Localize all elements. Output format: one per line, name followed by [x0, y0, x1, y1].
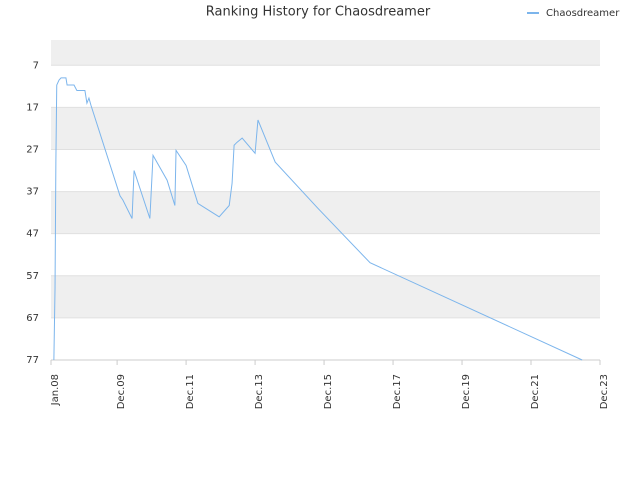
x-tick-label: Dec.23: [599, 374, 610, 409]
chart-title: Ranking History for Chaosdreamer: [206, 5, 431, 20]
x-tick-label: Dec.13: [254, 374, 265, 409]
y-tick-label: 77: [26, 355, 39, 366]
x-tick-label: Dec.09: [116, 374, 127, 409]
band: [51, 40, 600, 66]
line-series: [53, 77, 583, 361]
band: [51, 107, 600, 150]
y-tick-label: 17: [26, 102, 39, 113]
y-tick-label: 37: [26, 187, 39, 198]
band: [51, 233, 600, 276]
x-tick-label: Dec.17: [392, 374, 403, 409]
x-tick-label: Dec.11: [185, 374, 196, 409]
band: [51, 275, 600, 318]
y-tick-label: 47: [26, 229, 39, 240]
y-tick-label: 57: [26, 271, 39, 282]
x-tick-label: Jan.08: [50, 374, 61, 406]
band: [51, 65, 600, 108]
legend-label: Chaosdreamer: [546, 8, 620, 19]
y-tick-label: 67: [26, 313, 39, 324]
y-tick-label: 7: [33, 60, 39, 71]
x-tick-label: Dec.19: [461, 374, 472, 409]
band: [51, 191, 600, 234]
band: [51, 317, 600, 360]
y-tick-label: 27: [26, 144, 39, 155]
band: [51, 149, 600, 192]
x-tick-label: Dec.21: [530, 374, 541, 409]
x-tick-label: Dec.15: [323, 374, 334, 409]
